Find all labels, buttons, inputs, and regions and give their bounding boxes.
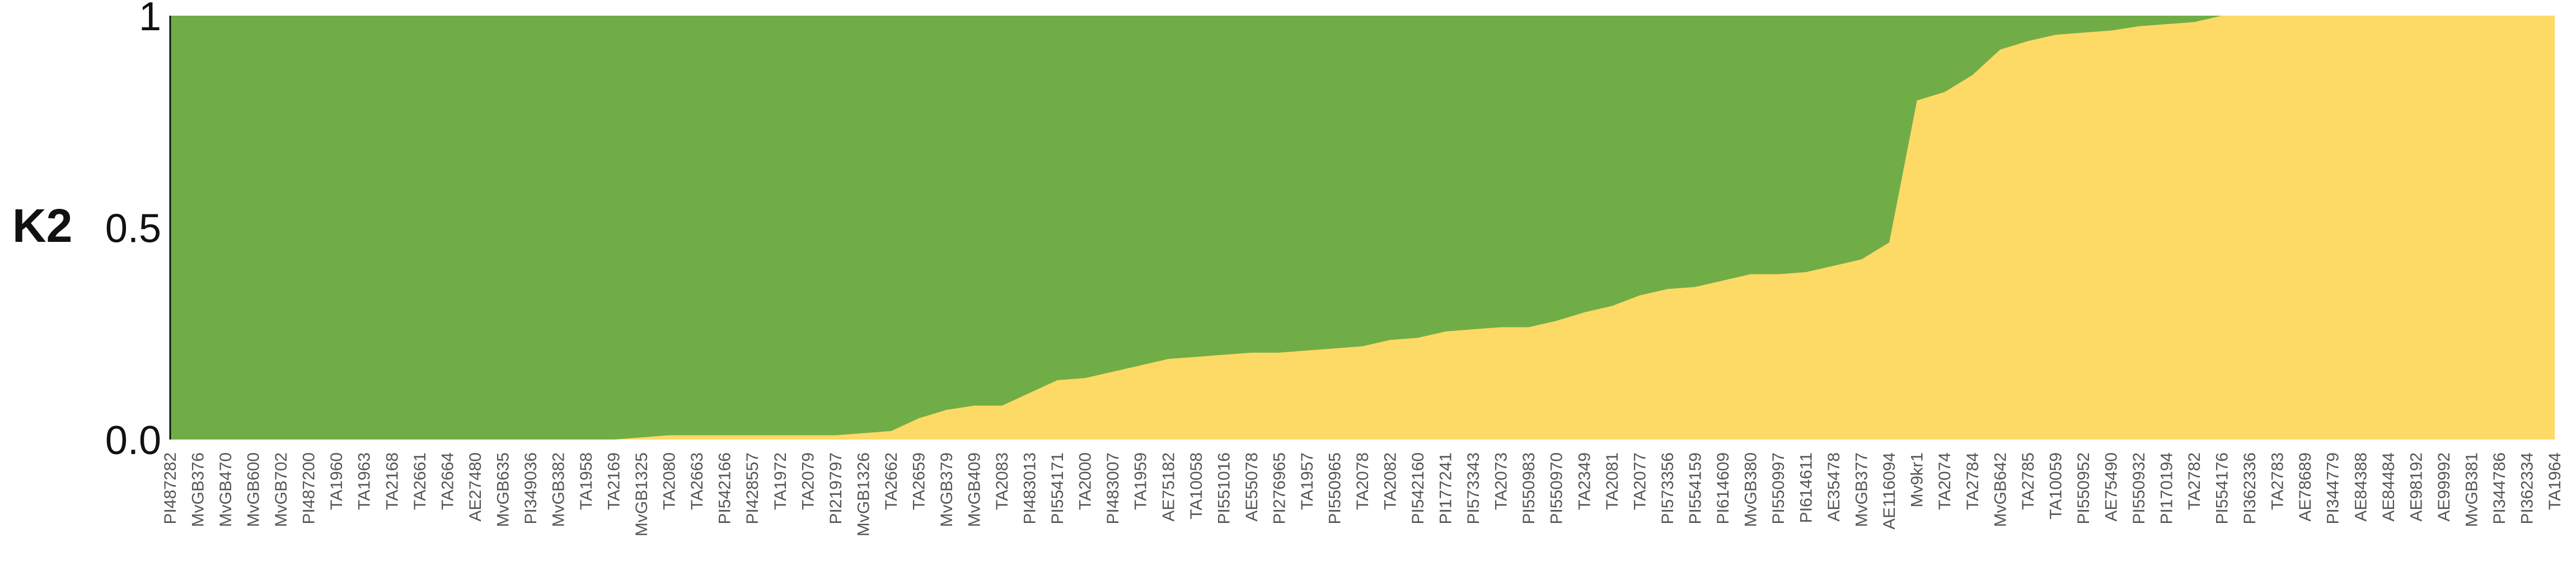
- x-tick-label: PI614609: [1714, 452, 1732, 524]
- x-tick-label: PI573356: [1659, 452, 1677, 524]
- x-tick-label: AE55078: [1243, 452, 1261, 521]
- x-tick-label: TA1959: [1132, 452, 1150, 510]
- x-tick-label: TA1957: [1298, 452, 1317, 510]
- x-tick-label: PI487282: [161, 452, 180, 524]
- x-tick-label: TA1958: [577, 452, 596, 510]
- x-tick-label: Mv9kr1: [1908, 452, 1927, 507]
- x-tick-label: PI344779: [2324, 452, 2343, 524]
- x-tick-label: AE98192: [2407, 452, 2425, 521]
- y-tick-label: 0.5: [105, 207, 161, 251]
- x-tick-label: MvGB381: [2462, 452, 2481, 527]
- x-tick-label: TA1972: [771, 452, 790, 510]
- x-tick-label: TA2784: [1964, 452, 1982, 510]
- x-tick-label: TA2664: [438, 452, 457, 510]
- x-tick-label: TA2783: [2269, 452, 2287, 510]
- x-tick-label: PI219797: [827, 452, 845, 524]
- panel-label: K2: [12, 199, 72, 252]
- x-tick-label: PI483013: [1021, 452, 1039, 524]
- x-tick-label: MvGB1325: [633, 452, 651, 536]
- x-tick-label: TA2083: [993, 452, 1011, 510]
- x-tick-label: TA2077: [1631, 452, 1649, 510]
- x-tick-label: PI550970: [1548, 452, 1566, 524]
- x-tick-label: AE116094: [1880, 452, 1899, 530]
- x-tick-label: PI550997: [1769, 452, 1788, 524]
- x-tick-label: PI550965: [1326, 452, 1344, 524]
- x-tick-label: TA10059: [2046, 452, 2065, 520]
- x-tick-label: MvGB380: [1741, 452, 1760, 527]
- x-tick-label: TA2169: [605, 452, 624, 510]
- x-tick-label: PI170194: [2158, 452, 2176, 524]
- x-tick-label: PI344786: [2490, 452, 2509, 524]
- x-tick-label: AE84484: [2380, 452, 2398, 521]
- x-tick-label: AE78689: [2296, 452, 2315, 521]
- x-tick-label: MvGB702: [272, 452, 291, 527]
- y-tick-label: 1: [139, 0, 161, 39]
- x-tick-label: PI483007: [1104, 452, 1122, 524]
- x-tick-label: MvGB1326: [854, 452, 873, 536]
- x-tick-label: TA2073: [1492, 452, 1511, 510]
- plot-area: [170, 16, 2555, 440]
- x-tick-label: TA2663: [688, 452, 706, 510]
- x-tick-label: MvGB377: [1853, 452, 1871, 527]
- x-tick-label: TA2659: [910, 452, 928, 510]
- x-tick-label: TA2081: [1603, 452, 1622, 510]
- x-tick-label: TA1960: [327, 452, 346, 510]
- x-tick-label: PI614611: [1797, 452, 1816, 523]
- x-tick-label: TA2082: [1381, 452, 1400, 510]
- x-tick-label: PI487200: [300, 452, 319, 524]
- y-axis: 1 0.5 0.0: [105, 0, 161, 463]
- x-tick-label: TA2078: [1353, 452, 1372, 510]
- x-tick-label: TA2661: [411, 452, 429, 510]
- x-tick-label: MvGB382: [549, 452, 568, 527]
- x-tick-label: MvGB379: [938, 452, 956, 527]
- x-tick-label: MvGB470: [217, 452, 235, 527]
- x-tick-label: TA2785: [2019, 452, 2038, 510]
- x-tick-label: AE75490: [2102, 452, 2120, 521]
- x-tick-label: PI542166: [716, 452, 734, 524]
- x-tick-label: TA2000: [1076, 452, 1095, 510]
- x-tick-label: TA2662: [882, 452, 901, 510]
- x-tick-label: MvGB409: [966, 452, 984, 527]
- x-tick-label: PI550952: [2074, 452, 2093, 524]
- x-tick-label: AE35478: [1825, 452, 1843, 521]
- y-tick-label: 0.0: [105, 418, 161, 463]
- x-tick-label: TA2074: [1936, 452, 1954, 510]
- x-tick-label: AE84388: [2352, 452, 2370, 521]
- x-tick-label: PI276965: [1270, 452, 1289, 524]
- x-tick-label: MvGB376: [189, 452, 208, 527]
- x-tick-label: AE99992: [2435, 452, 2453, 521]
- x-tick-label: PI542160: [1409, 452, 1427, 524]
- x-tick-label: TA2079: [799, 452, 817, 510]
- x-tick-label: MvGB600: [245, 452, 263, 527]
- x-tick-label: PI428557: [743, 452, 762, 524]
- x-tick-label: PI550983: [1520, 452, 1538, 524]
- x-tick-label: TA2080: [661, 452, 679, 510]
- x-tick-label: PI550932: [2130, 452, 2148, 524]
- x-tick-label: PI177241: [1437, 452, 1455, 524]
- series-yellow-area: [170, 16, 2555, 440]
- x-tick-label: AE75182: [1159, 452, 1178, 521]
- x-tick-label: TA10058: [1187, 452, 1206, 520]
- x-tick-label: MvGB642: [1991, 452, 2010, 527]
- x-tick-label: TA1964: [2546, 452, 2564, 510]
- x-tick-label: PI554176: [2213, 452, 2232, 524]
- x-axis-tick-labels: PI487282 MvGB376 MvGB470 MvGB600 MvGB702 PI48…: [161, 452, 2564, 536]
- x-tick-label: TA2349: [1575, 452, 1594, 510]
- x-tick-label: PI349036: [522, 452, 540, 524]
- x-tick-label: PI554171: [1048, 452, 1067, 524]
- x-tick-label: AE27480: [466, 452, 485, 521]
- x-tick-label: MvGB635: [494, 452, 512, 527]
- x-tick-label: PI551016: [1215, 452, 1233, 524]
- x-tick-label: PI362336: [2241, 452, 2259, 524]
- x-tick-label: TA1963: [355, 452, 374, 510]
- x-tick-label: PI362334: [2518, 452, 2536, 524]
- x-tick-label: PI573343: [1464, 452, 1483, 524]
- x-tick-label: TA2782: [2185, 452, 2204, 510]
- x-tick-label: PI554159: [1686, 452, 1704, 524]
- x-tick-label: TA2168: [383, 452, 401, 510]
